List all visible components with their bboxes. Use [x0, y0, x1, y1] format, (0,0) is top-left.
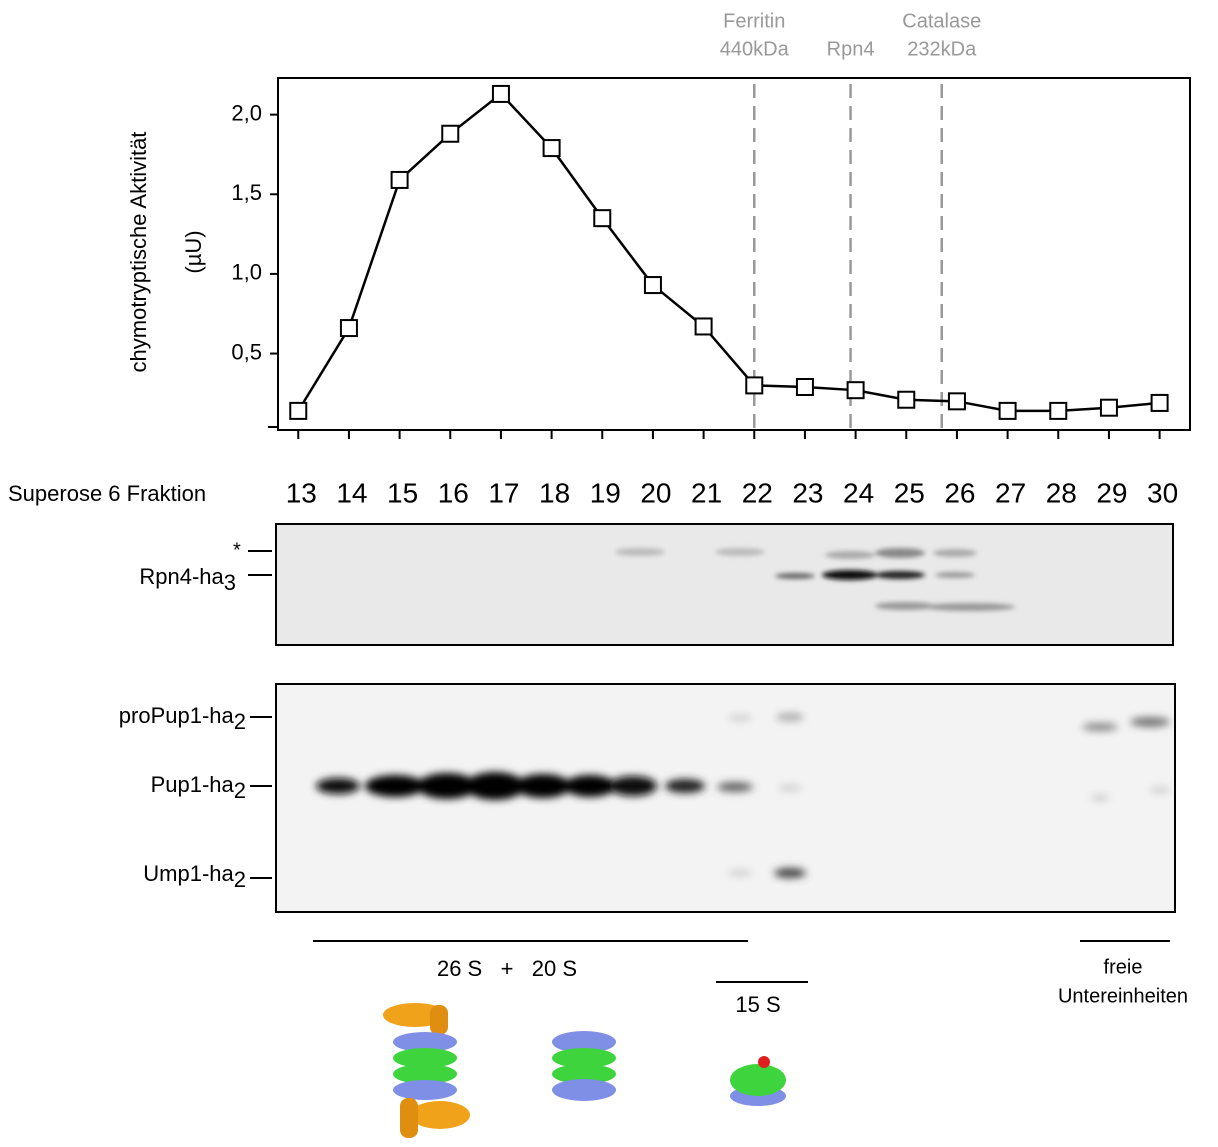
data-point — [1099, 398, 1118, 417]
x-tick-label: 30 — [1147, 477, 1178, 508]
y-tick-label: 1,5 — [231, 180, 262, 205]
x-tick-label: 29 — [1096, 477, 1127, 508]
marker-sub: 3 — [224, 570, 236, 595]
data-point — [795, 377, 814, 396]
marker-label: Pup1-ha — [151, 772, 235, 797]
x-tick-label: 14 — [336, 477, 367, 508]
x-tick-label: 26 — [944, 477, 975, 508]
data-point — [694, 317, 713, 336]
x-tick-label: 27 — [995, 477, 1026, 508]
y-tick-label: 1,0 — [231, 260, 262, 285]
annotation: 440kDa — [720, 38, 790, 60]
x-tick-label: 25 — [894, 477, 925, 508]
marker-label: proPup1-ha2 — [119, 703, 246, 734]
data-point — [998, 401, 1017, 420]
x-tick-label: 19 — [590, 477, 621, 508]
data-point — [289, 401, 308, 420]
data-point — [542, 139, 561, 158]
marker-label: proPup1-ha — [119, 703, 235, 728]
data-point — [897, 390, 916, 409]
annotation: Ferritin — [723, 10, 785, 32]
x-tick-label: 15 — [387, 477, 418, 508]
complex-label: 15 S — [735, 992, 780, 1017]
marker-label: Ump1-ha — [143, 861, 234, 886]
annotation: 232kDa — [907, 38, 977, 60]
complex-label: 26 S + 20 S — [437, 956, 577, 981]
y-label: chymotryptische Aktivität — [126, 132, 151, 373]
x-tick-label: 22 — [742, 477, 773, 508]
blot-rpn4 — [275, 523, 1174, 646]
x-tick-label: 16 — [438, 477, 469, 508]
annotation: Catalase — [902, 10, 981, 32]
complex-label: freie — [1104, 956, 1143, 978]
x-tick-label: 23 — [792, 477, 823, 508]
data-line — [297, 92, 1160, 413]
data-point — [1150, 393, 1169, 412]
x-tick-label: 24 — [843, 477, 874, 508]
x-label: Superose 6 Fraktion — [8, 481, 206, 506]
marker-sub: 2 — [234, 867, 246, 892]
marker-sub: 2 — [234, 778, 246, 803]
x-tick-label: 18 — [539, 477, 570, 508]
y-tick-label: 2,0 — [231, 100, 262, 125]
data-point — [846, 381, 865, 400]
marker-label: Ump1-ha2 — [143, 861, 246, 892]
x-tick-label: 21 — [691, 477, 722, 508]
data-point — [441, 124, 460, 143]
y-tick-label: 0,5 — [231, 339, 262, 364]
annotation: Rpn4 — [827, 38, 875, 60]
plot-frame — [277, 77, 1191, 431]
x-tick-label: 17 — [488, 477, 519, 508]
data-point — [593, 209, 612, 228]
data-point — [390, 170, 409, 189]
x-tick-label: 20 — [640, 477, 671, 508]
data-point — [745, 376, 764, 395]
icon-26s — [383, 1003, 470, 1138]
data-point — [339, 319, 358, 338]
blot-bands — [615, 548, 1015, 611]
data-point — [1049, 401, 1068, 420]
blot-pup — [275, 683, 1176, 913]
marker-sub: 2 — [234, 709, 246, 734]
marker-label: Rpn4-ha3 — [139, 564, 236, 595]
marker-label: Pup1-ha2 — [151, 772, 246, 803]
y-label: (µU) — [181, 230, 206, 273]
complex-label: Untereinheiten — [1058, 985, 1188, 1007]
icon-15s — [730, 1056, 786, 1106]
marker-label: Rpn4-ha — [139, 564, 224, 589]
data-point — [491, 84, 510, 103]
data-point — [947, 392, 966, 411]
x-tick-label: 28 — [1046, 477, 1077, 508]
x-tick-label: 13 — [286, 477, 317, 508]
marker-star: * — [233, 539, 241, 561]
blot-bands — [316, 713, 1170, 878]
data-point — [643, 276, 662, 295]
icon-20s — [552, 1031, 616, 1101]
